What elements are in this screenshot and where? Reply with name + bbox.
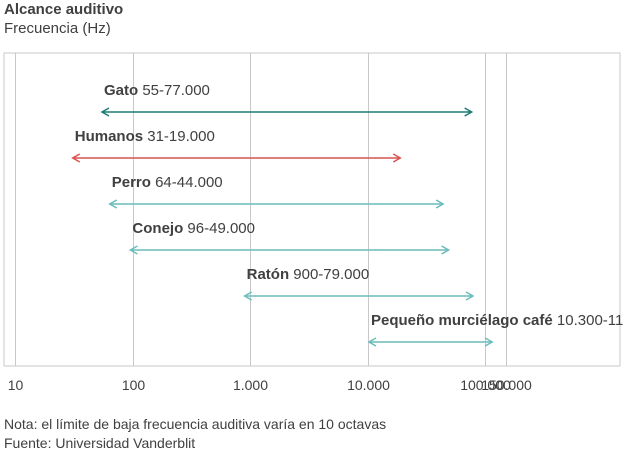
series-4-name: Ratón [247,266,289,283]
x-tick-label-1: 100 [122,377,146,393]
series-2-label: Perro 64-44.000 [112,174,223,191]
chart-title: Alcance auditivo [4,1,124,18]
series-5-name: Pequeño murciélago café [371,312,553,329]
series-2-right-arrowhead [435,199,445,209]
series-0-name: Gato [104,82,138,99]
series-4-range-value: 900-79.000 [289,266,369,283]
series-3-label: Conejo 96-49.000 [132,220,255,237]
series-3-name: Conejo [132,220,183,237]
x-tick-label-4: 100.000 [460,377,511,393]
series-1-label: Humanos 31-19.000 [75,128,215,145]
series-3-right-arrowhead [441,245,451,255]
series-5-range-value: 10.300-115.000 [553,312,624,329]
series-4-label: Ratón 900-79.000 [247,266,370,283]
series-1-right-arrowhead [392,153,402,163]
chart-note: Nota: el límite de baja frecuencia audit… [4,416,387,432]
x-tick-label-3: 10.000 [347,377,390,393]
series-0-range-value: 55-77.000 [138,82,210,99]
series-1-left-arrowhead [71,153,81,163]
x-tick-label-2: 1.000 [233,377,268,393]
series-4-left-arrowhead [243,291,252,301]
series-4-right-arrowhead [465,291,475,301]
series-1-name: Humanos [75,128,143,145]
series-0-label: Gato 55-77.000 [104,82,210,99]
series-2-range-value: 64-44.000 [151,174,223,191]
chart-subtitle: Frecuencia (Hz) [4,20,111,37]
series-2-left-arrowhead [108,199,118,209]
x-tick-label-5: 150.000 [481,377,532,393]
series-3-left-arrowhead [128,245,138,255]
series-1-range-value: 31-19.000 [143,128,215,145]
series-5-label: Pequeño murciélago café 10.300-115.000 [371,312,624,329]
series-2-name: Perro [112,174,151,191]
series-0-right-arrowhead [464,107,474,117]
series-3-range-value: 96-49.000 [183,220,255,237]
series-5-right-arrowhead [484,337,494,347]
series-5-left-arrowhead [367,337,377,347]
chart-source: Fuente: Universidad Vanderblit [4,435,196,451]
x-tick-label-0: 10 [8,377,24,393]
plot-frame [3,52,621,367]
series-0-left-arrowhead [100,107,110,117]
